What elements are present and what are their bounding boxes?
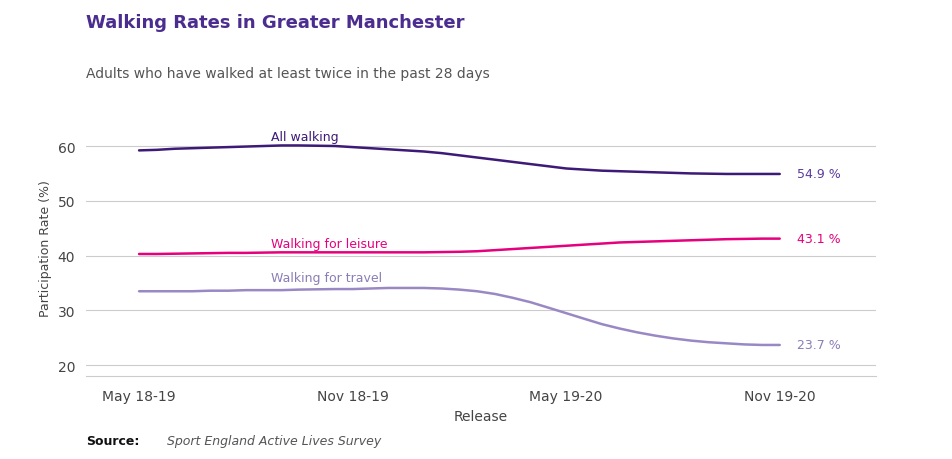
Y-axis label: Participation Rate (%): Participation Rate (%): [39, 179, 52, 316]
Text: Sport England Active Lives Survey: Sport England Active Lives Survey: [167, 435, 381, 448]
Text: Walking for travel: Walking for travel: [271, 271, 383, 285]
Text: 23.7 %: 23.7 %: [797, 339, 841, 352]
X-axis label: Release: Release: [454, 409, 507, 423]
Text: Walking Rates in Greater Manchester: Walking Rates in Greater Manchester: [86, 14, 465, 32]
Text: Source:: Source:: [86, 435, 139, 448]
Text: Adults who have walked at least twice in the past 28 days: Adults who have walked at least twice in…: [86, 67, 489, 80]
Text: All walking: All walking: [271, 130, 339, 143]
Text: Walking for leisure: Walking for leisure: [271, 237, 388, 250]
Text: 43.1 %: 43.1 %: [797, 233, 841, 246]
Text: 54.9 %: 54.9 %: [797, 168, 841, 181]
